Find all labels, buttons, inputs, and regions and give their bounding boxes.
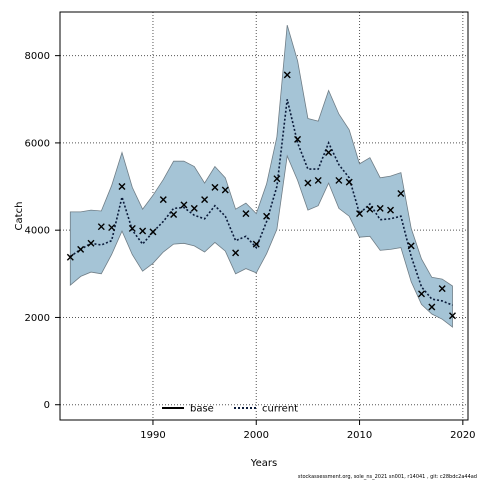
base-point (449, 312, 457, 320)
base-point (170, 210, 178, 218)
base-point (376, 204, 384, 212)
base-point (87, 239, 95, 247)
base-point (283, 71, 291, 79)
x-tick-label: 2020 (450, 430, 475, 441)
y-tick-label: 2000 (25, 313, 50, 324)
base-point (345, 178, 353, 186)
base-point (180, 201, 188, 209)
base-point (304, 179, 312, 187)
y-tick-label: 0 (44, 400, 50, 411)
base-point (356, 210, 364, 218)
base-point (273, 175, 281, 183)
base-point (314, 176, 322, 184)
base-point (66, 253, 74, 261)
y-axis-title: Catch (14, 202, 25, 231)
plot-frame (59, 11, 469, 421)
base-point (190, 204, 198, 212)
y-tick-label: 6000 (25, 138, 50, 149)
base-point (201, 196, 209, 204)
confidence-band-layer (69, 24, 453, 328)
base-point (407, 242, 415, 250)
base-point (438, 285, 446, 293)
x-tick-label: 2000 (244, 430, 269, 441)
base-marker-layer (66, 71, 457, 320)
legend-base-label: base (190, 404, 214, 415)
base-point (139, 227, 147, 235)
current-line-layer (69, 99, 453, 306)
base-point (97, 223, 105, 231)
base-point (232, 249, 240, 257)
base-point (211, 183, 219, 191)
base-point (397, 190, 405, 198)
base-point (108, 224, 116, 232)
base-point (294, 135, 302, 143)
legend: base current (162, 404, 298, 415)
base-point (252, 240, 260, 248)
legend-current-label: current (262, 404, 298, 415)
y-tick-label: 4000 (25, 226, 50, 237)
base-point (428, 303, 436, 311)
axis-ticks-layer: 1990 2000 2010 2020 0 2000 4000 6000 8000 (25, 51, 476, 441)
x-tick-label: 1990 (140, 430, 165, 441)
x-axis-title: Years (250, 458, 277, 469)
base-point (221, 186, 229, 194)
base-point (149, 228, 157, 236)
series-current-line (69, 99, 453, 306)
footer-credit: stockassessment.org, sole_ns_2021 sn001,… (298, 474, 477, 480)
base-point (418, 290, 426, 298)
base-point (325, 149, 333, 157)
base-point (118, 183, 126, 191)
base-point (387, 206, 395, 214)
base-point (159, 196, 167, 204)
y-tick-label: 8000 (25, 51, 50, 62)
x-tick-label: 2010 (347, 430, 372, 441)
base-point (263, 212, 271, 220)
base-point (128, 224, 136, 232)
base-point (366, 205, 374, 213)
base-point (335, 176, 343, 184)
base-point (77, 245, 85, 253)
confidence-band (69, 24, 453, 328)
base-point (242, 210, 250, 218)
